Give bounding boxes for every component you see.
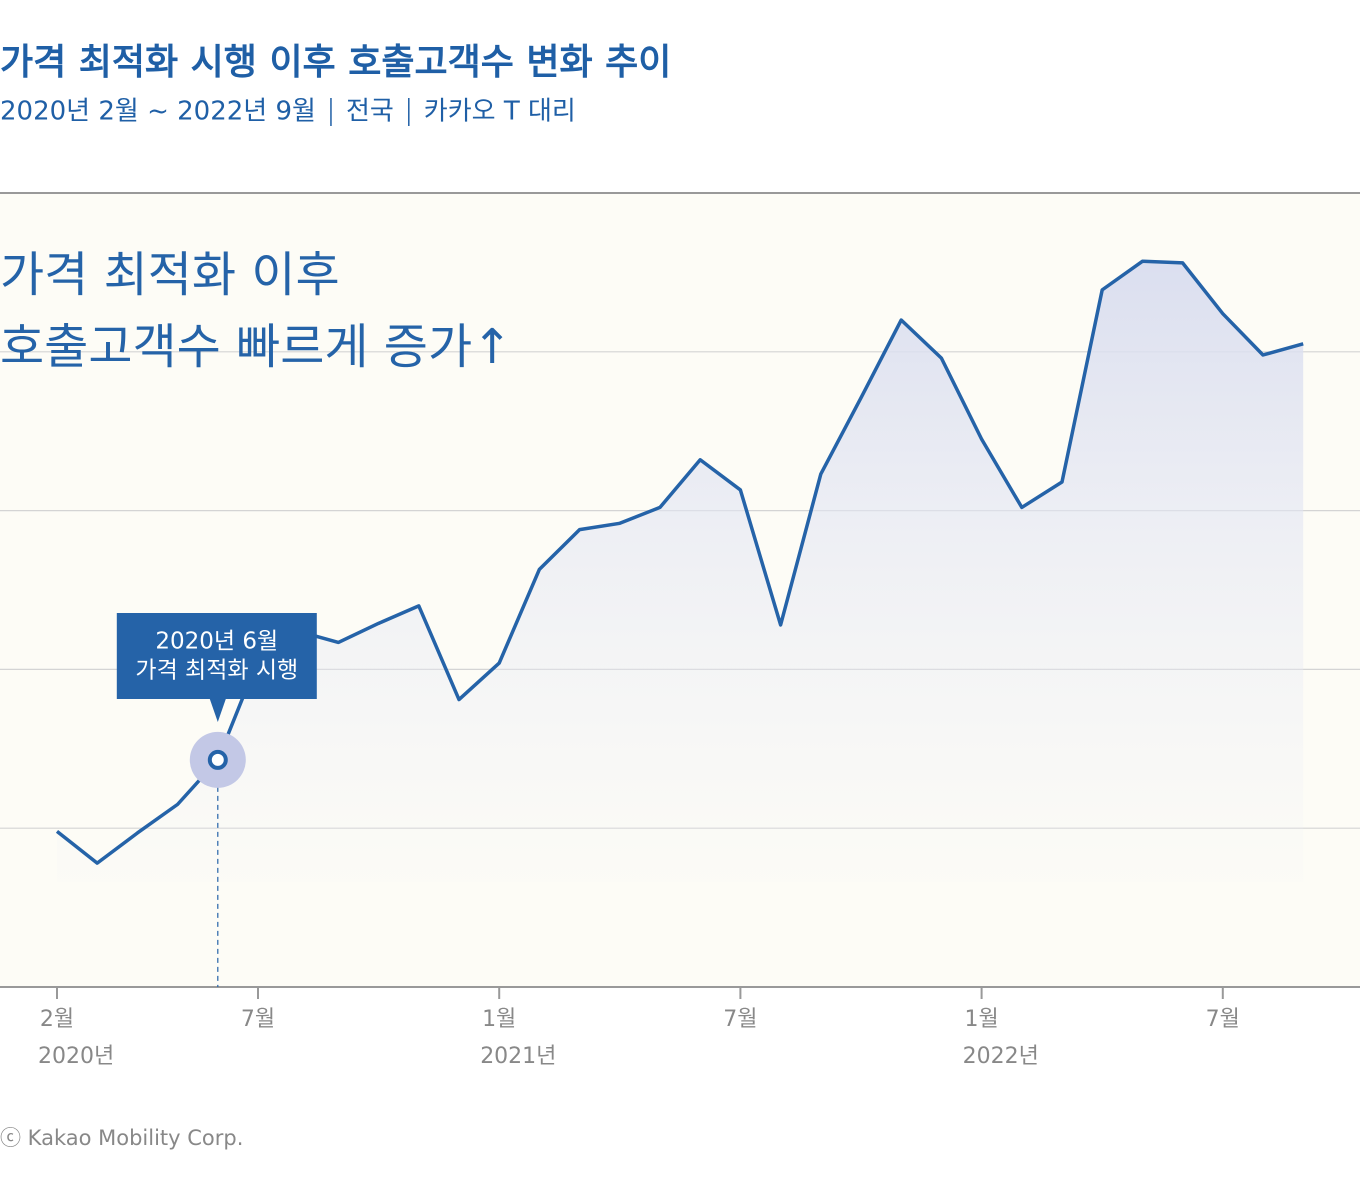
x-tick-label: 7월: [241, 1007, 275, 1032]
year-label: 2022년: [963, 1044, 1039, 1069]
year-label: 2020년: [38, 1044, 114, 1069]
chart-title: 가격 최적화 시행 이후 호출고객수 변화 추이: [0, 42, 671, 83]
subtitle-part: 전국: [346, 97, 394, 127]
x-tick-label: 7월: [1206, 1007, 1240, 1032]
x-tick-label: 1월: [964, 1007, 998, 1032]
annotation-text: 가격 최적화 시행: [135, 658, 298, 684]
annotation-box: [116, 613, 317, 699]
annotation-pointer: [209, 699, 226, 722]
subtitle-part: 2020년 2월 ~ 2022년 9월: [0, 97, 316, 127]
footer: ⓒ Kakao Mobility Corp.: [0, 1126, 243, 1150]
x-tick-label: 7월: [723, 1007, 757, 1032]
headline: 호출고객수 빠르게 증가↑: [0, 319, 512, 375]
x-tick-label: 2월: [40, 1007, 74, 1032]
headline: 가격 최적화 이후: [0, 247, 340, 303]
subtitle-part: 카카오 T 대리: [424, 97, 576, 127]
subtitle: 2020년 2월 ~ 2022년 9월 전국 카카오 T 대리: [0, 97, 576, 127]
year-label: 2021년: [480, 1044, 556, 1069]
annotation-text: 2020년 6월: [155, 629, 278, 655]
x-tick-label: 1월: [482, 1007, 516, 1032]
highlight-point: [207, 749, 228, 770]
area: [57, 261, 1304, 882]
